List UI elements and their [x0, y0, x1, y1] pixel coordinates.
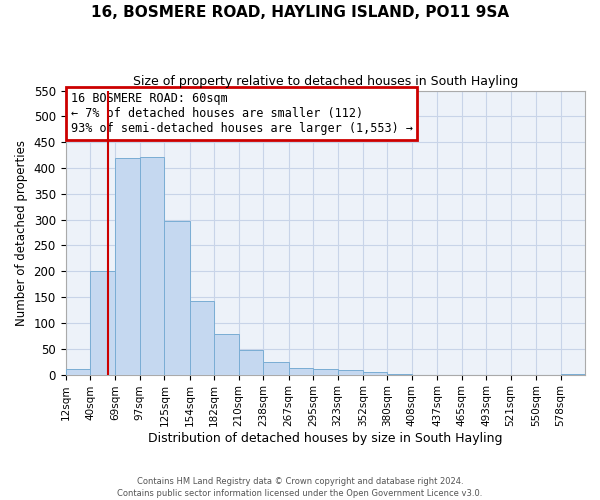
Bar: [190, 300, 214, 374]
Bar: [239, 350, 263, 374]
Bar: [363, 372, 388, 374]
Bar: [289, 368, 313, 374]
Bar: [115, 158, 140, 374]
Y-axis label: Number of detached properties: Number of detached properties: [15, 140, 28, 326]
Bar: [214, 334, 239, 374]
Bar: [90, 272, 115, 374]
X-axis label: Distribution of detached houses by size in South Hayling: Distribution of detached houses by size …: [148, 432, 503, 445]
Bar: [140, 156, 164, 374]
Bar: [338, 370, 363, 374]
Text: 16, BOSMERE ROAD, HAYLING ISLAND, PO11 9SA: 16, BOSMERE ROAD, HAYLING ISLAND, PO11 9…: [91, 5, 509, 20]
Bar: [164, 220, 190, 374]
Title: Size of property relative to detached houses in South Hayling: Size of property relative to detached ho…: [133, 75, 518, 88]
Bar: [263, 362, 289, 374]
Bar: [65, 370, 90, 374]
Bar: [313, 370, 338, 374]
Text: Contains HM Land Registry data © Crown copyright and database right 2024.
Contai: Contains HM Land Registry data © Crown c…: [118, 476, 482, 498]
Text: 16 BOSMERE ROAD: 60sqm
← 7% of detached houses are smaller (112)
93% of semi-det: 16 BOSMERE ROAD: 60sqm ← 7% of detached …: [71, 92, 413, 135]
